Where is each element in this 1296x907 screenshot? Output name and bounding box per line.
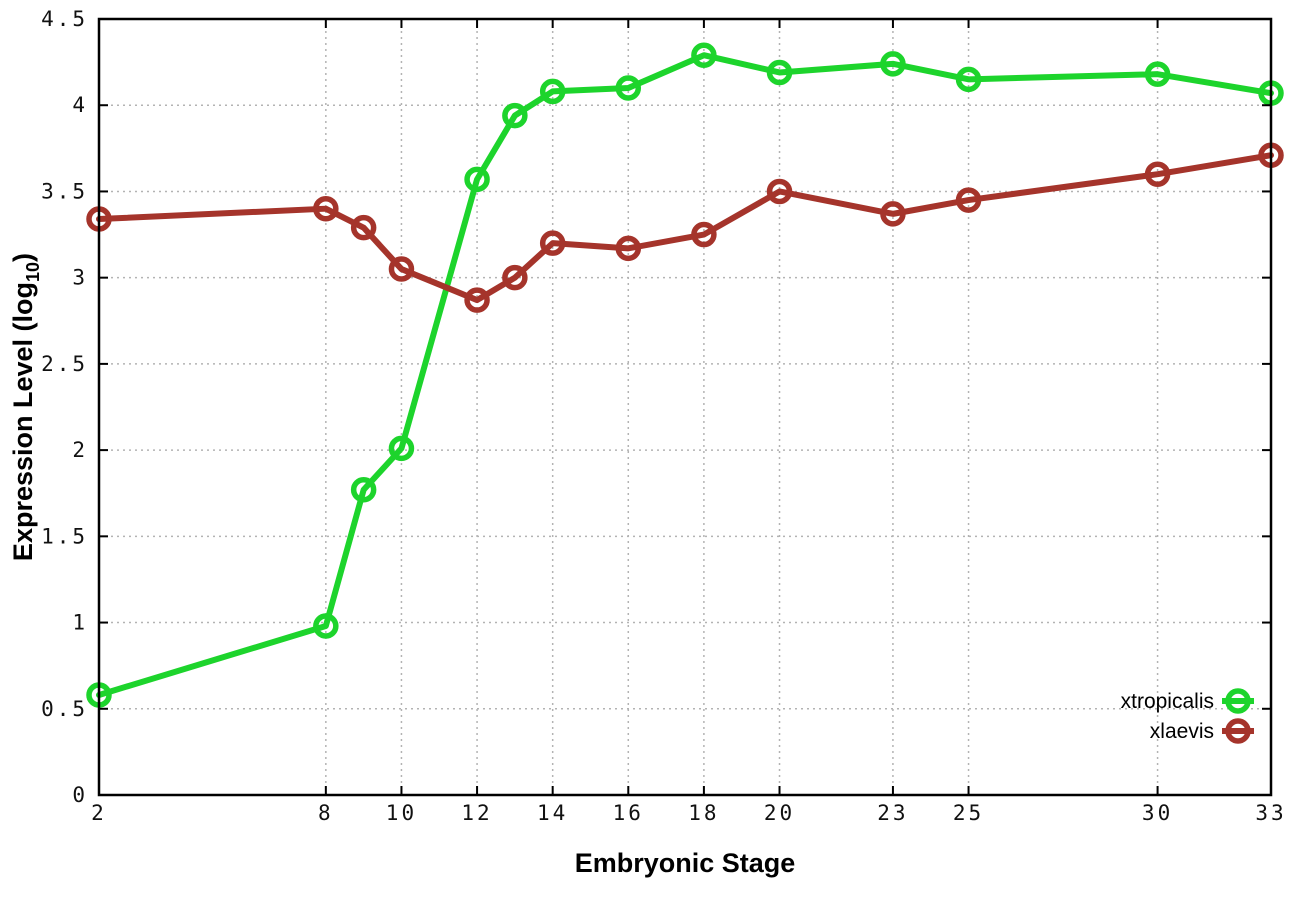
legend: xtropicalis xlaevis <box>1121 688 1254 744</box>
data-point-xtropicalis <box>880 51 906 77</box>
series-line-xtropicalis <box>96 52 1274 698</box>
data-point-xtropicalis <box>691 42 717 68</box>
data-point-xtropicalis <box>502 102 528 129</box>
y-tick-label: 3 <box>72 266 88 290</box>
legend-marker-xtropicalis <box>1225 688 1251 714</box>
data-point-xtropicalis <box>350 477 377 503</box>
data-point-xtropicalis <box>388 435 415 462</box>
y-tick-label: 2 <box>72 438 88 462</box>
data-point-xtropicalis <box>766 59 793 86</box>
data-point-xtropicalis <box>313 613 339 639</box>
axis-layer: 2 8 10 12 14 16 18 20 23 25 30 33 0 0.5 1 1.5 2 2.5 3 3.5 4 4… <box>41 7 1286 825</box>
y-tick-label: 3.5 <box>41 179 88 203</box>
x-tick-label: 14 <box>537 801 568 825</box>
x-tick-label: 20 <box>764 801 795 825</box>
data-point-xtropicalis <box>955 66 982 93</box>
y-axis-title-subscript: 10 <box>23 262 43 282</box>
y-tick-label: 0 <box>72 783 88 807</box>
x-tick-label: 23 <box>877 801 908 825</box>
legend-label-xtropicalis: xtropicalis <box>1121 690 1214 713</box>
data-point-xtropicalis <box>1144 61 1171 87</box>
data-point-xlaevis <box>313 195 339 222</box>
x-tick-label: 12 <box>461 801 492 825</box>
data-point-xlaevis <box>539 230 566 256</box>
legend-label-xlaevis: xlaevis <box>1150 720 1214 743</box>
data-point-xlaevis <box>464 287 490 313</box>
data-point-xlaevis <box>1144 161 1171 187</box>
data-point-xtropicalis <box>464 166 490 193</box>
data-point-xlaevis <box>350 214 377 241</box>
data-point-xlaevis <box>388 256 415 282</box>
y-tick-label: 1.5 <box>41 524 88 548</box>
data-point-xtropicalis <box>615 75 642 101</box>
x-tick-label: 16 <box>613 801 644 825</box>
x-tick-label: 10 <box>386 801 417 825</box>
y-tick-label: 4 <box>72 93 88 117</box>
legend-marker-xlaevis <box>1225 718 1251 744</box>
y-axis-title: Expression Level (log10) <box>8 253 43 561</box>
y-tick-label: 4.5 <box>41 7 88 31</box>
data-point-xtropicalis <box>539 78 566 105</box>
x-tick-label: 8 <box>318 801 334 825</box>
y-tick-label: 1 <box>72 611 88 635</box>
x-axis-title: Embryonic Stage <box>575 848 796 878</box>
series-layer <box>86 42 1284 708</box>
y-tick-label: 0.5 <box>41 697 88 721</box>
x-tick-label: 2 <box>91 801 107 825</box>
data-point-xlaevis <box>502 264 528 291</box>
data-point-xlaevis <box>880 201 906 227</box>
data-point-xlaevis <box>615 235 642 262</box>
x-tick-label: 30 <box>1142 801 1173 825</box>
x-tick-label: 33 <box>1255 801 1286 825</box>
plot-border <box>97 17 1273 797</box>
data-point-xlaevis <box>691 221 717 248</box>
x-tick-label: 25 <box>953 801 984 825</box>
grid-layer <box>99 19 1271 795</box>
data-point-xlaevis <box>955 187 982 213</box>
y-axis-title-suffix: ) <box>8 253 38 262</box>
y-tick-label: 2.5 <box>41 352 88 376</box>
x-tick-label: 18 <box>688 801 719 825</box>
y-axis-title-text: Expression Level (log <box>8 282 38 561</box>
data-point-xlaevis <box>766 178 793 205</box>
